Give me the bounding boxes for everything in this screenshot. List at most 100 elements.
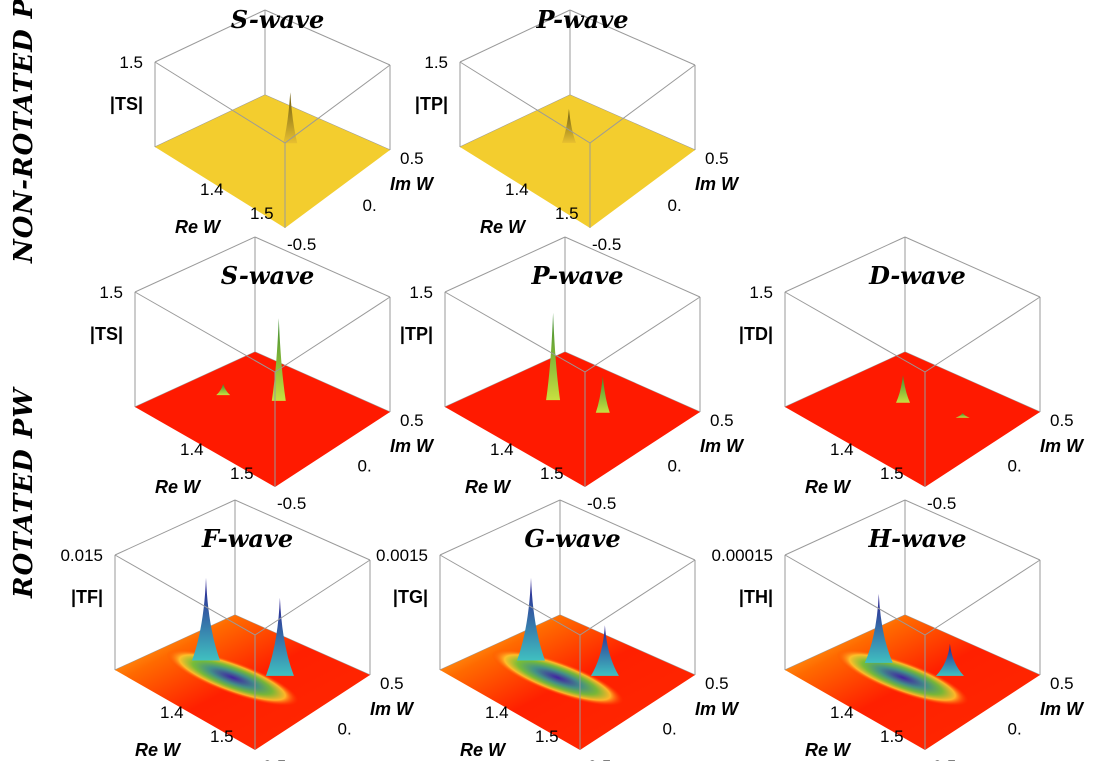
box-edge bbox=[579, 559, 696, 636]
panel-7: H-wave 0.00015 |TH| 1.4 1.5 Re W 0.5 0. -0.5 Im W bbox=[712, 499, 1085, 761]
peak bbox=[283, 92, 298, 144]
y-tick-label: -0.5 bbox=[257, 757, 286, 761]
x-tick-label: 1.5 bbox=[210, 727, 234, 746]
panel-title: F-wave bbox=[201, 524, 293, 553]
y-tick-label: -0.5 bbox=[927, 494, 956, 513]
panel-5: F-wave 0.015 |TF| 1.4 1.5 Re W 0.5 0. -0.5 Im W bbox=[60, 499, 415, 761]
z-axis-label: |TF| bbox=[71, 587, 103, 607]
x-tick-label: 1.4 bbox=[160, 703, 184, 722]
peak bbox=[595, 375, 610, 413]
panel-title: D-wave bbox=[868, 261, 966, 290]
peak bbox=[935, 643, 964, 676]
y-tick-label: 0.5 bbox=[1050, 674, 1074, 693]
y-axis-label: Im W bbox=[370, 699, 415, 719]
box-edge bbox=[154, 9, 266, 63]
z-axis-label: |TH| bbox=[739, 587, 773, 607]
x-axis-label: Re W bbox=[135, 740, 182, 760]
box-edge bbox=[459, 61, 591, 144]
x-axis-label: Re W bbox=[460, 740, 507, 760]
z-tick-label: 1.5 bbox=[119, 53, 143, 72]
peak bbox=[265, 597, 294, 676]
box-edge bbox=[569, 9, 696, 66]
box-edge bbox=[439, 554, 581, 636]
z-tick-label: 0.015 bbox=[60, 546, 103, 565]
x-tick-label: 1.4 bbox=[830, 440, 854, 459]
y-axis-label: Im W bbox=[1040, 699, 1085, 719]
box-edge bbox=[234, 499, 371, 561]
box-edge bbox=[459, 9, 571, 63]
z-axis-label: |TP| bbox=[400, 324, 433, 344]
peak bbox=[955, 413, 970, 418]
panel-4: D-wave 1.5 |TD| 1.4 1.5 Re W 0.5 0. -0.5 Im W bbox=[739, 236, 1085, 513]
z-tick-label: 0.0015 bbox=[376, 546, 428, 565]
z-axis-label: |TS| bbox=[110, 94, 143, 114]
x-tick-label: 1.5 bbox=[540, 464, 564, 483]
peak bbox=[216, 384, 231, 396]
surface bbox=[460, 95, 695, 228]
panel-0: S-wave 1.5 |TS| 1.4 1.5 Re W 0.5 0. -0.5 Im W bbox=[110, 5, 435, 254]
surface bbox=[785, 352, 1040, 487]
x-tick-label: 1.4 bbox=[200, 180, 224, 199]
y-tick-label: 0.5 bbox=[380, 674, 404, 693]
y-tick-label: -0.5 bbox=[927, 757, 956, 761]
box-edge bbox=[784, 291, 926, 373]
y-axis-label: Im W bbox=[695, 699, 740, 719]
panel-title: G-wave bbox=[524, 524, 620, 553]
z-tick-label: 1.5 bbox=[99, 283, 123, 302]
x-axis-label: Re W bbox=[480, 217, 527, 237]
z-tick-label: 0.00015 bbox=[712, 546, 773, 565]
surface-band bbox=[836, 649, 969, 706]
x-tick-label: 1.5 bbox=[555, 204, 579, 223]
box-edge bbox=[784, 554, 926, 636]
z-axis-label: |TS| bbox=[90, 324, 123, 344]
box-edge bbox=[254, 236, 391, 298]
box-edge bbox=[784, 499, 906, 556]
y-tick-label: 0. bbox=[663, 720, 677, 739]
panel-title: P-wave bbox=[530, 261, 623, 290]
y-axis-label: Im W bbox=[390, 436, 435, 456]
x-tick-label: 1.4 bbox=[490, 440, 514, 459]
y-tick-label: 0.5 bbox=[400, 411, 424, 430]
x-tick-label: 1.5 bbox=[880, 727, 904, 746]
box-edge bbox=[274, 296, 391, 373]
y-axis-label: Im W bbox=[390, 174, 435, 194]
box-edge bbox=[924, 559, 1041, 636]
y-tick-label: 0. bbox=[338, 720, 352, 739]
y-tick-label: 0. bbox=[1008, 720, 1022, 739]
box-edge bbox=[134, 236, 256, 293]
y-axis-label: Im W bbox=[695, 174, 740, 194]
x-axis-label: Re W bbox=[155, 477, 202, 497]
box-edge bbox=[559, 499, 696, 561]
x-tick-label: 1.4 bbox=[180, 440, 204, 459]
y-tick-label: -0.5 bbox=[582, 757, 611, 761]
y-tick-label: -0.5 bbox=[592, 235, 621, 254]
box-edge bbox=[444, 236, 566, 293]
box-edge bbox=[114, 499, 236, 556]
y-tick-label: 0.5 bbox=[705, 149, 729, 168]
x-tick-label: 1.4 bbox=[830, 703, 854, 722]
z-axis-label: |TD| bbox=[739, 324, 773, 344]
panel-3: P-wave 1.5 |TP| 1.4 1.5 Re W 0.5 0. -0.5 Im W bbox=[400, 236, 745, 513]
box-edge bbox=[284, 64, 391, 144]
box-edge bbox=[264, 9, 391, 66]
y-tick-label: 0. bbox=[1008, 457, 1022, 476]
x-tick-label: 1.5 bbox=[250, 204, 274, 223]
y-tick-label: 0.5 bbox=[400, 149, 424, 168]
y-tick-label: 0. bbox=[363, 196, 377, 215]
box-edge bbox=[904, 499, 1041, 561]
box-edge bbox=[439, 499, 561, 556]
y-tick-label: 0.5 bbox=[705, 674, 729, 693]
x-tick-label: 1.5 bbox=[535, 727, 559, 746]
x-tick-label: 1.4 bbox=[505, 180, 529, 199]
panel-title: S-wave bbox=[221, 261, 315, 290]
y-tick-label: 0.5 bbox=[1050, 411, 1074, 430]
z-tick-label: 1.5 bbox=[409, 283, 433, 302]
peak bbox=[590, 625, 619, 676]
box-edge bbox=[134, 291, 276, 373]
y-axis-label: Im W bbox=[700, 436, 745, 456]
y-tick-label: -0.5 bbox=[587, 494, 616, 513]
y-tick-label: 0. bbox=[668, 196, 682, 215]
panel-title: P-wave bbox=[535, 5, 628, 34]
